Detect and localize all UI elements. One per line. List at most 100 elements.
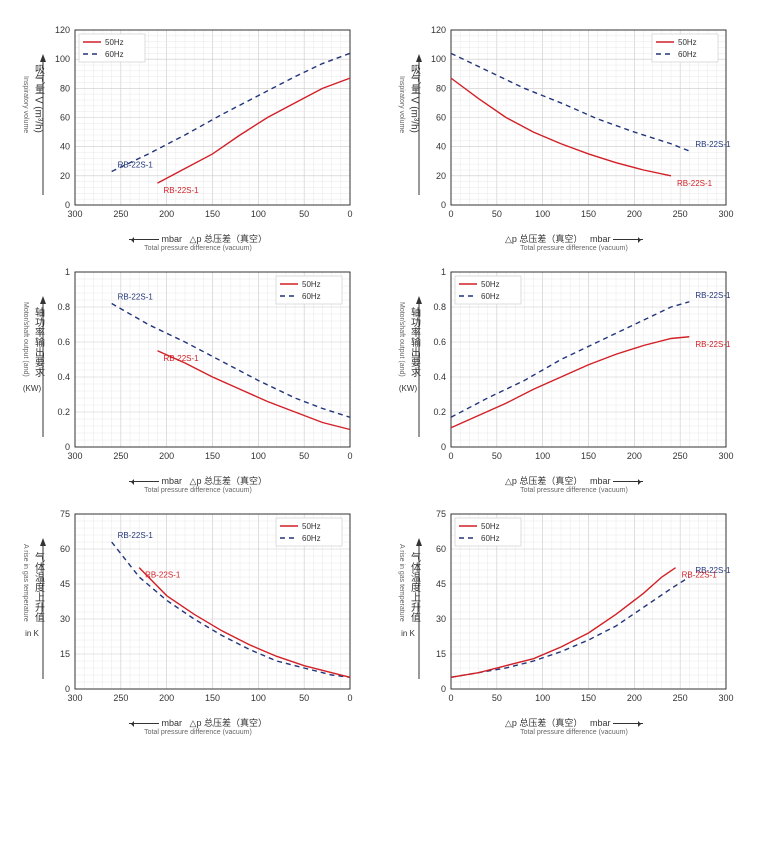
svg-text:0.4: 0.4 <box>57 372 70 382</box>
chart-cell-c0: Inspiratory volume 吸气量 V (m³/h) 0 50 100 15… <box>20 20 376 252</box>
svg-text:RB-22S-1: RB-22S-1 <box>164 354 200 363</box>
mbar-label: mbar <box>590 234 611 244</box>
yaxis-block: Motor/shaft output (and) 轴功率输出要求 (KW) <box>394 302 422 393</box>
svg-text:RB-22S-1: RB-22S-1 <box>695 140 731 149</box>
svg-text:0: 0 <box>448 693 453 703</box>
xaxis-label-en: Total pressure difference (vacuum) <box>396 487 752 494</box>
svg-text:0: 0 <box>441 684 446 694</box>
svg-text:200: 200 <box>159 693 174 703</box>
svg-text:60: 60 <box>436 544 446 554</box>
yaxis-label-cn: 吸气量 V (m³/h) <box>407 64 419 133</box>
xaxis-label-cn: △p 总压差（真空） <box>505 476 582 486</box>
svg-text:40: 40 <box>60 142 70 152</box>
svg-text:75: 75 <box>436 509 446 519</box>
xaxis-label-cn: △p 总压差（真空） <box>505 718 582 728</box>
chart-c5: 05010015020025030001530456075RB-22S-1RB-… <box>396 504 736 714</box>
yaxis-block: Inspiratory volume 吸气量 V (m³/h) <box>394 60 422 136</box>
mbar-label: mbar <box>162 476 183 486</box>
svg-text:80: 80 <box>60 83 70 93</box>
svg-text:50: 50 <box>299 451 309 461</box>
yaxis-label-en: A rise in gas temperature <box>21 544 29 622</box>
svg-text:0.8: 0.8 <box>57 302 70 312</box>
svg-text:60Hz: 60Hz <box>105 50 124 59</box>
svg-text:250: 250 <box>673 693 688 703</box>
svg-text:50Hz: 50Hz <box>302 522 321 531</box>
svg-text:60: 60 <box>60 544 70 554</box>
svg-text:250: 250 <box>113 693 128 703</box>
svg-text:20: 20 <box>60 171 70 181</box>
svg-text:RB-22S-1: RB-22S-1 <box>682 571 718 580</box>
svg-text:100: 100 <box>535 693 550 703</box>
xaxis-block: mbar △p 总压差（真空） Total pressure differenc… <box>20 716 376 736</box>
mbar-label: mbar <box>162 718 183 728</box>
svg-text:60Hz: 60Hz <box>481 292 500 301</box>
svg-text:250: 250 <box>673 209 688 219</box>
svg-text:50: 50 <box>299 693 309 703</box>
xaxis-block: △p 总压差（真空） mbar Total pressure differenc… <box>396 716 752 736</box>
yaxis-label-en: Inspiratory volume <box>397 76 405 133</box>
svg-text:45: 45 <box>436 579 446 589</box>
svg-text:200: 200 <box>627 209 642 219</box>
yaxis-label-cn: 轴功率输出要求 <box>31 307 43 377</box>
svg-text:45: 45 <box>60 579 70 589</box>
svg-text:50: 50 <box>299 209 309 219</box>
chart-cell-c3: Motor/shaft output (and) 轴功率输出要求 (KW) 0 5… <box>396 262 752 494</box>
svg-text:50Hz: 50Hz <box>678 38 697 47</box>
svg-text:0.4: 0.4 <box>433 372 446 382</box>
svg-text:RB-22S-1: RB-22S-1 <box>164 186 200 195</box>
svg-text:300: 300 <box>67 209 82 219</box>
yaxis-label-en: Inspiratory volume <box>21 76 29 133</box>
yaxis-unit: (KW) <box>18 384 46 394</box>
chart-cell-c2: Motor/shaft output (and) 轴功率输出要求 (KW) 05… <box>20 262 376 494</box>
svg-text:100: 100 <box>251 209 266 219</box>
svg-text:100: 100 <box>55 54 70 64</box>
svg-text:1: 1 <box>65 267 70 277</box>
svg-text:1: 1 <box>441 267 446 277</box>
svg-text:0.2: 0.2 <box>433 407 446 417</box>
svg-text:0: 0 <box>65 200 70 210</box>
svg-text:RB-22S-1: RB-22S-1 <box>677 179 713 188</box>
svg-text:15: 15 <box>60 649 70 659</box>
svg-text:100: 100 <box>535 209 550 219</box>
chart-cell-c4: A rise in gas temperature 气体温度上升值 in K 0… <box>20 504 376 736</box>
yaxis-label-en: Motor/shaft output (and) <box>397 302 405 377</box>
xaxis-label-en: Total pressure difference (vacuum) <box>20 487 376 494</box>
svg-text:RB-22S-1: RB-22S-1 <box>695 340 731 349</box>
svg-text:120: 120 <box>431 25 446 35</box>
svg-text:0: 0 <box>347 693 352 703</box>
svg-text:300: 300 <box>67 693 82 703</box>
svg-text:0: 0 <box>347 451 352 461</box>
svg-text:300: 300 <box>718 693 733 703</box>
svg-text:200: 200 <box>627 693 642 703</box>
svg-text:40: 40 <box>436 142 446 152</box>
svg-text:60Hz: 60Hz <box>678 50 697 59</box>
svg-text:200: 200 <box>627 451 642 461</box>
svg-text:50Hz: 50Hz <box>481 522 500 531</box>
svg-text:60: 60 <box>436 113 446 123</box>
svg-text:150: 150 <box>205 693 220 703</box>
svg-text:50: 50 <box>492 451 502 461</box>
xaxis-label-cn: △p 总压差（真空） <box>505 234 582 244</box>
svg-text:0: 0 <box>448 209 453 219</box>
svg-text:15: 15 <box>436 649 446 659</box>
svg-text:250: 250 <box>673 451 688 461</box>
mbar-label: mbar <box>590 476 611 486</box>
svg-text:150: 150 <box>205 451 220 461</box>
svg-text:RB-22S-1: RB-22S-1 <box>695 291 731 300</box>
svg-text:300: 300 <box>718 209 733 219</box>
yaxis-unit: in K <box>18 629 46 639</box>
svg-text:0: 0 <box>448 451 453 461</box>
svg-text:0: 0 <box>441 200 446 210</box>
mbar-label: mbar <box>162 234 183 244</box>
xaxis-label-cn: △p 总压差（真空） <box>190 234 267 244</box>
svg-text:250: 250 <box>113 209 128 219</box>
svg-text:50: 50 <box>492 209 502 219</box>
xaxis-block: mbar △p 总压差（真空） Total pressure differenc… <box>20 474 376 494</box>
yaxis-block: Inspiratory volume 吸气量 V (m³/h) <box>18 60 46 136</box>
svg-text:100: 100 <box>535 451 550 461</box>
svg-text:150: 150 <box>205 209 220 219</box>
svg-text:0.6: 0.6 <box>57 337 70 347</box>
svg-text:100: 100 <box>431 54 446 64</box>
xaxis-block: △p 总压差（真空） mbar Total pressure differenc… <box>396 232 752 252</box>
xaxis-label-en: Total pressure difference (vacuum) <box>20 729 376 736</box>
